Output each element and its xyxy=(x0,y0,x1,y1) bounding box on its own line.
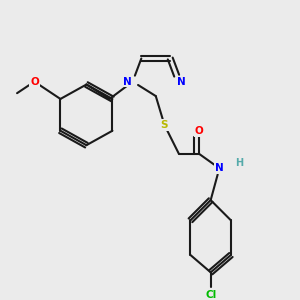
Text: N: N xyxy=(177,76,186,87)
Text: H: H xyxy=(236,158,244,167)
Text: Cl: Cl xyxy=(205,290,216,300)
Text: N: N xyxy=(215,163,224,173)
Text: N: N xyxy=(122,76,131,87)
Text: S: S xyxy=(161,120,168,130)
Text: O: O xyxy=(195,126,203,136)
Text: O: O xyxy=(30,76,39,87)
